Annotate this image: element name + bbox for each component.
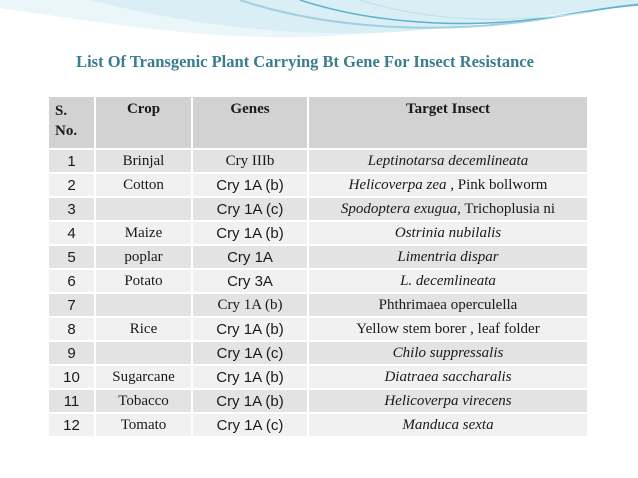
cell-sno: 7 [47, 292, 96, 318]
cell-genes: Cry 1A (b) [191, 388, 309, 414]
cell-crop: Tomato [94, 412, 193, 438]
cell-target-insect: Helicoverpa virecens [307, 388, 589, 414]
cell-crop: Cotton [94, 172, 193, 198]
transgenic-crops-table: S. No. Crop Genes Target Insect 1 Brinja… [47, 95, 589, 438]
cell-sno: 6 [47, 268, 96, 294]
table-header-row: S. No. Crop Genes Target Insect [47, 95, 589, 150]
table-row: 6 Potato Cry 3A L. decemlineata [47, 268, 589, 294]
cell-genes: Cry 1A [191, 244, 309, 270]
cell-crop [94, 292, 193, 318]
cell-target-insect: Helicoverpa zea , Pink bollworm [307, 172, 589, 198]
cell-genes: Cry 1A (b) [191, 316, 309, 342]
cell-genes: Cry 1A (b) [191, 172, 309, 198]
header-wave-decoration [0, 0, 638, 38]
target-insect-italic-part: Spodoptera exugua, [340, 200, 461, 217]
cell-crop: Brinjal [94, 148, 193, 174]
cell-genes: Cry 1A (c) [191, 412, 309, 438]
cell-sno: 11 [47, 388, 96, 414]
cell-sno: 12 [47, 412, 96, 438]
cell-target-insect: L. decemlineata [307, 268, 589, 294]
cell-genes: Cry 1A (b) [191, 364, 309, 390]
target-insect-italic-part: Helicoverpa zea [348, 176, 447, 193]
cell-target-insect: Spodoptera exugua, Trichoplusia ni [307, 196, 589, 222]
cell-crop [94, 340, 193, 366]
cell-target-insect: Manduca sexta [307, 412, 589, 438]
cell-crop: Potato [94, 268, 193, 294]
cell-genes: Cry 1A (b) [191, 292, 309, 318]
cell-crop [94, 196, 193, 222]
cell-sno: 1 [47, 148, 96, 174]
target-insect-plain-part: , Pink bollworm [446, 176, 548, 193]
table-row: 9 Cry 1A (c) Chilo suppressalis [47, 340, 589, 366]
header-sno: S. No. [47, 95, 96, 150]
cell-target-insect: Chilo suppressalis [307, 340, 589, 366]
cell-crop: Tobacco [94, 388, 193, 414]
cell-sno: 2 [47, 172, 96, 198]
cell-target-insect: Ostrinia nubilalis [307, 220, 589, 246]
cell-genes: Cry 1A (c) [191, 196, 309, 222]
table-row: 2 Cotton Cry 1A (b) Helicoverpa zea , Pi… [47, 172, 589, 198]
cell-sno: 8 [47, 316, 96, 342]
table-row: 12 Tomato Cry 1A (c) Manduca sexta [47, 412, 589, 438]
header-crop: Crop [94, 95, 193, 150]
cell-crop: poplar [94, 244, 193, 270]
cell-sno: 9 [47, 340, 96, 366]
header-target-insect: Target Insect [307, 95, 589, 150]
cell-crop: Rice [94, 316, 193, 342]
cell-genes: Cry 3A [191, 268, 309, 294]
cell-genes: Cry 1A (c) [191, 340, 309, 366]
table-row: 11 Tobacco Cry 1A (b) Helicoverpa virece… [47, 388, 589, 414]
cell-sno: 4 [47, 220, 96, 246]
table-row: 3 Cry 1A (c) Spodoptera exugua, Trichopl… [47, 196, 589, 222]
header-genes: Genes [191, 95, 309, 150]
table-row: 4 Maize Cry 1A (b) Ostrinia nubilalis [47, 220, 589, 246]
cell-crop: Maize [94, 220, 193, 246]
cell-sno: 5 [47, 244, 96, 270]
cell-crop: Sugarcane [94, 364, 193, 390]
cell-sno: 10 [47, 364, 96, 390]
cell-sno: 3 [47, 196, 96, 222]
table-row: 10 Sugarcane Cry 1A (b) Diatraea sacchar… [47, 364, 589, 390]
page-title: List Of Transgenic Plant Carrying Bt Gen… [76, 52, 534, 71]
cell-target-insect: Phthrimaea operculella [307, 292, 589, 318]
cell-target-insect: Leptinotarsa decemlineata [307, 148, 589, 174]
table-row: 7 Cry 1A (b) Phthrimaea operculella [47, 292, 589, 318]
cell-genes: Cry IIIb [191, 148, 309, 174]
cell-genes: Cry 1A (b) [191, 220, 309, 246]
table-row: 1 Brinjal Cry IIIb Leptinotarsa decemlin… [47, 148, 589, 174]
target-insect-plain-part: Trichoplusia ni [460, 200, 556, 217]
table-row: 5 poplar Cry 1A Limentria dispar [47, 244, 589, 270]
cell-target-insect: Yellow stem borer , leaf folder [307, 316, 589, 342]
cell-target-insect: Diatraea saccharalis [307, 364, 589, 390]
cell-target-insect: Limentria dispar [307, 244, 589, 270]
table-row: 8 Rice Cry 1A (b) Yellow stem borer , le… [47, 316, 589, 342]
